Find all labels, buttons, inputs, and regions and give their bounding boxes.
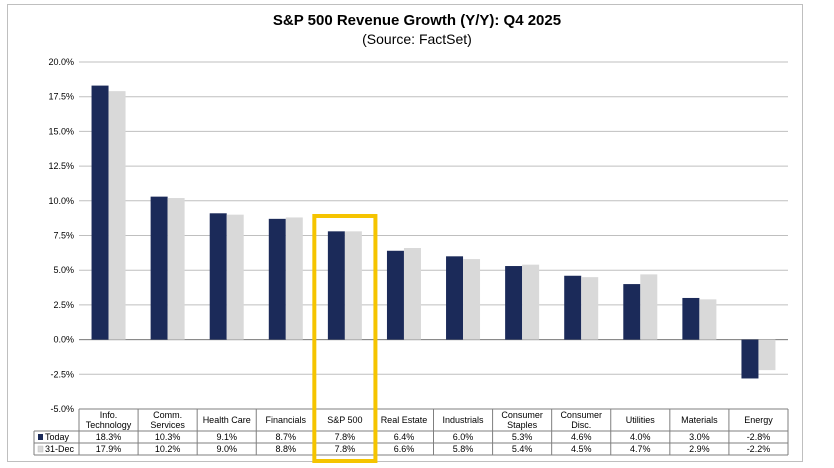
y-tick-label: 17.5%: [48, 92, 74, 102]
category-label: Consumer: [501, 410, 543, 420]
highlight-box: [312, 214, 378, 463]
bar-today: [327, 231, 345, 340]
data-label: 10.3%: [155, 432, 181, 442]
bar-today: [623, 284, 641, 340]
category-label: Technology: [86, 420, 132, 430]
category-label: Staples: [507, 420, 538, 430]
data-label: 4.7%: [630, 444, 651, 454]
bar-today: [150, 196, 168, 340]
y-tick-label: 15.0%: [48, 126, 74, 136]
category-label: Disc.: [571, 420, 591, 430]
bar-today: [741, 339, 759, 379]
data-label: 6.6%: [394, 444, 415, 454]
bar-today: [682, 297, 700, 340]
y-tick-label: 20.0%: [48, 57, 74, 67]
y-tick-label: -2.5%: [50, 369, 74, 379]
legend-label: Today: [45, 432, 70, 442]
chart-subtitle: (Source: FactSet): [362, 31, 472, 47]
data-label: 9.0%: [216, 444, 237, 454]
data-label: 7.8%: [335, 444, 356, 454]
bar-31-dec: [699, 299, 717, 340]
data-label: 10.2%: [155, 444, 181, 454]
bar-31-dec: [581, 277, 599, 340]
y-tick-label: 5.0%: [53, 265, 74, 275]
bar-today: [91, 85, 109, 340]
data-label: 5.3%: [512, 432, 533, 442]
chart-frame: [7, 4, 803, 462]
bar-31-dec: [285, 217, 303, 340]
data-label: 4.6%: [571, 432, 592, 442]
legend-swatch-31-dec: [37, 445, 44, 453]
category-label: Energy: [744, 415, 773, 425]
data-label: 8.7%: [276, 432, 297, 442]
data-label: 8.8%: [276, 444, 297, 454]
category-label: Financials: [266, 415, 307, 425]
bar-31-dec: [758, 339, 776, 371]
highlight-layer: [312, 214, 378, 463]
bar-31-dec: [226, 214, 244, 340]
y-tick-label: 10.0%: [48, 196, 74, 206]
grid-layer: -5.0% -2.5% 0.0% 2.5% 5.0% 7.5% 10.0% 12.5% 15.0…: [48, 57, 788, 414]
data-label: 17.9%: [96, 444, 122, 454]
bar-today: [268, 218, 286, 340]
bar-today: [505, 266, 523, 340]
category-label: Real Estate: [381, 415, 428, 425]
bar-31-dec: [463, 259, 481, 340]
category-label: Utilities: [626, 415, 656, 425]
category-label: Info.: [100, 410, 118, 420]
bar-31-dec: [640, 274, 658, 340]
data-label: 3.0%: [689, 432, 710, 442]
y-tick-label: 12.5%: [48, 161, 74, 171]
data-label: 9.1%: [216, 432, 237, 442]
category-label: Industrials: [443, 415, 485, 425]
y-tick-label: -5.0%: [50, 404, 74, 414]
category-label: Comm.: [153, 410, 182, 420]
y-tick-label: 7.5%: [53, 231, 74, 241]
y-tick-label: 0.0%: [53, 335, 74, 345]
bar-31-dec: [522, 264, 540, 340]
bar-today: [564, 275, 582, 340]
y-tick-label: 2.5%: [53, 300, 74, 310]
data-label: 4.0%: [630, 432, 651, 442]
data-label: 18.3%: [96, 432, 122, 442]
bar-31-dec: [403, 247, 421, 340]
legend-label: 31-Dec: [45, 444, 75, 454]
bar-today: [446, 256, 464, 340]
bars-layer: [91, 85, 776, 379]
data-label: 4.5%: [571, 444, 592, 454]
data-label: -2.2%: [747, 444, 771, 454]
bar-31-dec: [108, 91, 126, 340]
data-label: 5.4%: [512, 444, 533, 454]
data-label: 5.8%: [453, 444, 474, 454]
bar-31-dec: [344, 231, 362, 340]
data-label: 6.0%: [453, 432, 474, 442]
bar-today: [386, 250, 404, 340]
data-label: 2.9%: [689, 444, 710, 454]
data-table: Info.Technology Comm.Services Health Care F…: [33, 408, 789, 456]
data-label: -2.8%: [747, 432, 771, 442]
category-label: Health Care: [203, 415, 251, 425]
chart-title: S&P 500 Revenue Growth (Y/Y): Q4 2025: [272, 12, 562, 29]
legend-swatch-today: [38, 434, 43, 440]
data-label: 7.8%: [335, 432, 356, 442]
data-label: 6.4%: [394, 432, 415, 442]
category-label: Services: [150, 420, 185, 430]
category-label: Consumer: [560, 410, 602, 420]
category-label: Materials: [681, 415, 718, 425]
category-label: S&P 500: [327, 415, 362, 425]
bar-today: [209, 213, 227, 340]
bar-31-dec: [167, 198, 185, 340]
